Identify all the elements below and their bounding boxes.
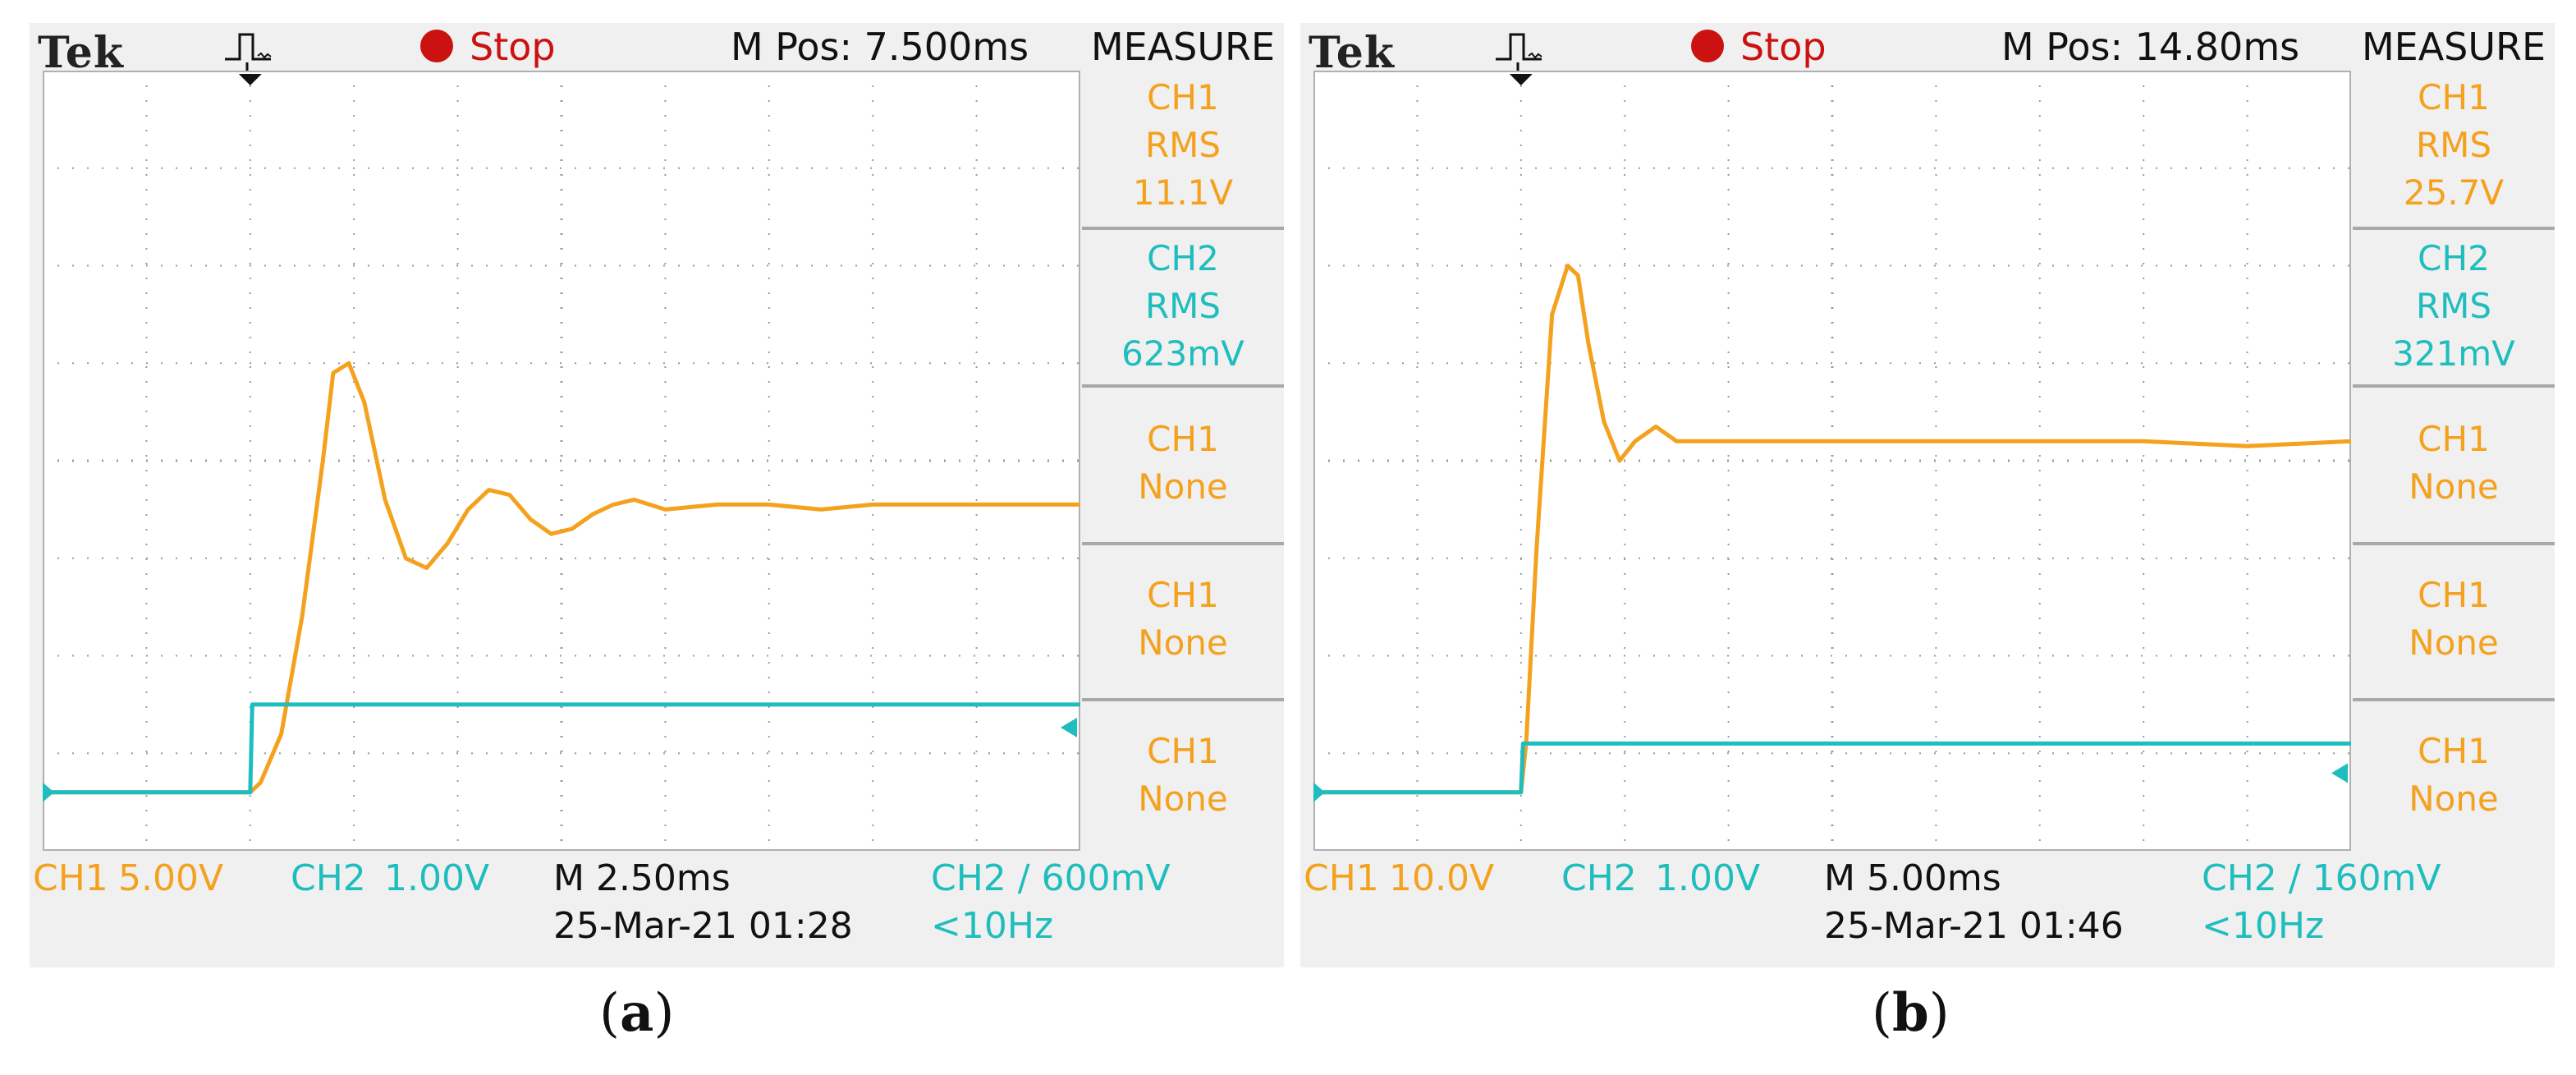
caption-open: ( (1872, 983, 1892, 1044)
ch1-label: CH1 (33, 857, 108, 899)
measure-type: None (2409, 779, 2499, 819)
run-status: Stop (1740, 25, 1827, 69)
caption-close: ) (653, 983, 675, 1044)
ch2-scale: 1.00V (1655, 857, 1761, 899)
ch2-label: CH2 (291, 857, 366, 899)
measure-slot-3: CH1 None (2353, 416, 2555, 511)
brand-logo: Tek (1309, 28, 1395, 78)
ch2-waveform (1313, 741, 2351, 795)
measure-slot-5: CH1 None (1082, 728, 1284, 823)
scope-screen-a: Tek Stop M Pos: 7.500ms MEASURE CH1 RMS … (30, 23, 1284, 967)
waveform-display (1313, 71, 2351, 851)
measure-channel: CH1 (2418, 77, 2490, 117)
measure-channel: CH1 (2418, 419, 2490, 459)
trigger-setting: CH2 ∕ 600mV (931, 857, 1171, 899)
measure-type: RMS (2415, 125, 2492, 165)
ch2-label: CH2 (1561, 857, 1637, 899)
measure-divider (2353, 542, 2555, 545)
timestamp: 25-Mar-21 01:28 (553, 905, 853, 947)
measure-divider (2353, 227, 2555, 230)
measure-value: 25.7V (2403, 172, 2505, 213)
measure-divider (2353, 384, 2555, 388)
waveform-display (43, 71, 1080, 851)
measure-type: RMS (1144, 125, 1222, 165)
measure-type: None (2409, 466, 2499, 507)
measure-channel: CH1 (2418, 575, 2490, 615)
measure-type: RMS (2415, 286, 2492, 326)
measure-header: MEASURE (1090, 25, 1276, 69)
ch1-waveform (43, 361, 1080, 795)
ch1-waveform (1313, 264, 2351, 795)
measure-value: 623mV (1121, 333, 1244, 374)
measure-slot-4: CH1 None (2353, 572, 2555, 667)
waveform-plot (43, 71, 1080, 851)
measure-divider (1082, 227, 1284, 230)
trigger-level-arrow-icon (2331, 763, 2348, 783)
measure-divider (1082, 542, 1284, 545)
caption-open: ( (599, 983, 620, 1044)
measure-channel: CH1 (1147, 575, 1219, 615)
measure-slot-1: CH1 RMS 25.7V (2353, 74, 2555, 217)
measure-slot-4: CH1 None (1082, 572, 1284, 667)
stop-indicator-icon (420, 30, 453, 62)
measure-divider (2353, 698, 2555, 701)
trigger-setting: CH2 ∕ 160mV (2202, 857, 2441, 899)
trigger-frequency: <10Hz (931, 905, 1054, 947)
measure-type: None (2409, 622, 2499, 663)
ch1-label: CH1 (1304, 857, 1379, 899)
ground-marker-arrow (43, 782, 54, 802)
ch1-scale: 10.0V (1389, 857, 1495, 899)
measure-slot-5: CH1 None (2353, 728, 2555, 823)
measure-divider (1082, 384, 1284, 388)
measure-type: None (1138, 622, 1228, 663)
run-status: Stop (470, 25, 556, 69)
measure-type: None (1138, 466, 1228, 507)
measure-channel: CH1 (2418, 731, 2490, 771)
caption-a: (a) (599, 982, 674, 1044)
measure-slot-3: CH1 None (1082, 416, 1284, 511)
measure-type: None (1138, 779, 1228, 819)
measure-slot-1: CH1 RMS 11.1V (1082, 74, 1284, 217)
measure-slot-2: CH2 RMS 321mV (2353, 235, 2555, 378)
ch2-waveform (43, 702, 1080, 795)
measure-value: 321mV (2392, 333, 2515, 374)
horizontal-position: M Pos: 7.500ms (731, 25, 1029, 69)
measure-channel: CH1 (1147, 731, 1219, 771)
measure-value: 11.1V (1132, 172, 1234, 213)
measure-channel: CH2 (1147, 238, 1219, 278)
trigger-level-arrow-icon (1061, 717, 1077, 737)
timebase: M 2.50ms (553, 857, 731, 899)
measure-divider (1082, 698, 1284, 701)
stop-indicator-icon (1691, 30, 1724, 62)
graticule-border (1313, 71, 2351, 851)
ch1-scale: 5.00V (118, 857, 224, 899)
caption-close: ) (1928, 983, 1950, 1044)
timebase: M 5.00ms (1824, 857, 2001, 899)
measure-type: RMS (1144, 286, 1222, 326)
caption-letter: b (1891, 982, 1929, 1044)
brand-logo: Tek (38, 28, 124, 78)
graticule-border (43, 71, 1080, 851)
waveform-plot (1313, 71, 2351, 851)
measure-channel: CH1 (1147, 77, 1219, 117)
measure-channel: CH2 (2418, 238, 2490, 278)
measure-header: MEASURE (2361, 25, 2546, 69)
trigger-position-arrow-icon (1509, 74, 1533, 85)
timestamp: 25-Mar-21 01:46 (1824, 905, 2124, 947)
caption-b: (b) (1872, 982, 1950, 1044)
ch2-scale: 1.00V (384, 857, 490, 899)
trigger-position-arrow-icon (238, 74, 262, 85)
measure-channel: CH1 (1147, 419, 1219, 459)
trigger-frequency: <10Hz (2202, 905, 2325, 947)
measure-slot-2: CH2 RMS 623mV (1082, 235, 1284, 378)
horizontal-position: M Pos: 14.80ms (2001, 25, 2300, 69)
ground-marker-icon (43, 782, 54, 802)
ground-marker-icon (1313, 782, 1325, 802)
caption-letter: a (619, 982, 654, 1044)
scope-screen-b: Tek Stop M Pos: 14.80ms MEASURE CH1 RMS … (1300, 23, 2555, 967)
ground-marker-arrow (1313, 782, 1325, 802)
